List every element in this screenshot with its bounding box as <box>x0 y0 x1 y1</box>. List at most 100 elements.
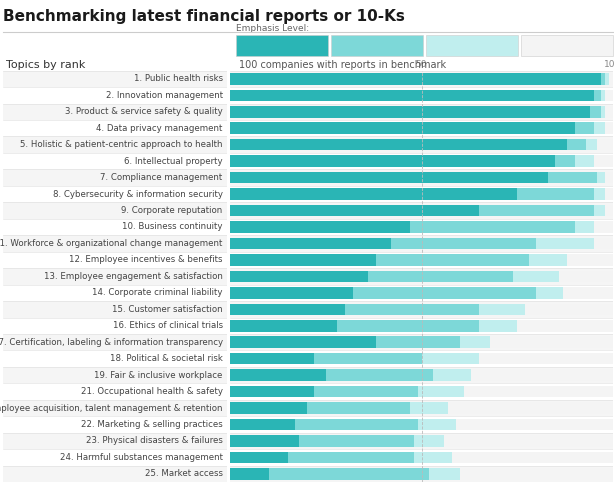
Bar <box>3 334 227 351</box>
Bar <box>230 139 567 150</box>
Bar <box>230 104 613 120</box>
Bar <box>230 90 594 101</box>
Bar <box>586 139 597 150</box>
Bar <box>230 221 410 233</box>
Bar <box>471 369 613 381</box>
Bar <box>230 449 613 466</box>
Bar <box>422 353 479 364</box>
Bar <box>345 303 479 315</box>
Bar <box>3 136 227 153</box>
Bar <box>230 235 613 252</box>
Text: 7. Compliance management: 7. Compliance management <box>101 173 223 182</box>
Bar <box>456 419 613 431</box>
Bar <box>230 334 613 351</box>
Bar <box>3 433 227 449</box>
Bar <box>479 353 613 364</box>
Bar <box>601 90 605 101</box>
Bar <box>3 351 227 367</box>
Bar <box>594 205 605 216</box>
Bar <box>3 202 227 219</box>
Bar <box>605 205 613 216</box>
Bar <box>605 122 613 134</box>
Text: 25. Market access: 25. Market access <box>145 469 223 478</box>
Bar <box>414 451 452 463</box>
Bar <box>230 268 613 284</box>
Text: LOW: LOW <box>462 41 482 50</box>
Bar <box>230 367 613 383</box>
Text: 1. Public health risks: 1. Public health risks <box>134 75 223 83</box>
Bar <box>230 284 613 301</box>
Bar <box>230 254 376 266</box>
Text: 5. Holistic & patient-centric approach to health: 5. Holistic & patient-centric approach t… <box>20 140 223 149</box>
Bar <box>230 301 613 318</box>
Text: MEDIUM: MEDIUM <box>360 41 395 50</box>
Bar <box>230 155 556 167</box>
Bar <box>3 284 227 301</box>
Text: 16. Ethics of clinical trials: 16. Ethics of clinical trials <box>112 321 223 330</box>
Text: 100 companies with reports in benchmark: 100 companies with reports in benchmark <box>239 60 446 71</box>
Bar <box>548 172 597 184</box>
Bar <box>594 238 613 249</box>
Bar <box>3 416 227 433</box>
Bar <box>230 419 295 431</box>
Bar <box>230 433 613 449</box>
Text: 24. Harmful substances management: 24. Harmful substances management <box>60 453 223 462</box>
Bar <box>230 451 287 463</box>
Bar <box>299 435 414 447</box>
Text: 14. Corporate criminal liability: 14. Corporate criminal liability <box>92 288 223 298</box>
Bar <box>575 155 594 167</box>
Bar <box>230 369 326 381</box>
Text: 2. Innovation management: 2. Innovation management <box>106 91 223 100</box>
Bar <box>517 320 613 332</box>
Text: 3. Product & service safety & quality: 3. Product & service safety & quality <box>65 107 223 116</box>
Bar <box>594 90 601 101</box>
Bar <box>376 337 460 348</box>
Bar <box>594 122 605 134</box>
Bar <box>230 351 613 367</box>
Bar <box>410 402 448 414</box>
Bar <box>3 186 227 202</box>
Bar <box>536 238 594 249</box>
Bar <box>3 153 227 169</box>
Bar <box>230 188 517 200</box>
Bar <box>230 287 352 299</box>
Bar <box>3 71 227 87</box>
Bar <box>491 337 613 348</box>
Bar <box>525 303 613 315</box>
Bar <box>230 238 391 249</box>
Text: Topics by rank: Topics by rank <box>6 60 85 71</box>
Bar <box>230 136 613 153</box>
Bar <box>597 139 613 150</box>
Bar <box>559 271 613 282</box>
Bar <box>594 188 605 200</box>
Text: 21. Occupational health & safety: 21. Occupational health & safety <box>80 387 223 396</box>
Bar <box>594 155 613 167</box>
Bar <box>230 87 613 104</box>
Bar <box>3 383 227 400</box>
Bar <box>230 106 590 117</box>
Bar <box>3 120 227 136</box>
Bar <box>314 353 422 364</box>
Bar <box>3 466 227 482</box>
Bar <box>230 402 307 414</box>
Text: 8. Cybersecurity & information security: 8. Cybersecurity & information security <box>53 189 223 199</box>
Text: 23. Physical disasters & failures: 23. Physical disasters & failures <box>86 436 223 446</box>
Bar <box>295 419 418 431</box>
Bar <box>230 71 613 87</box>
Bar <box>230 386 314 397</box>
Text: NOT MENTIONED: NOT MENTIONED <box>531 41 603 50</box>
Text: 13. Employee engagement & satisfaction: 13. Employee engagement & satisfaction <box>44 272 223 281</box>
Bar <box>230 435 299 447</box>
Text: HIGH: HIGH <box>270 41 294 50</box>
Bar <box>230 271 368 282</box>
Text: 21. Employee acquisition, talent management & retention: 21. Employee acquisition, talent managem… <box>0 404 223 412</box>
Bar <box>230 186 613 202</box>
Bar <box>230 169 613 186</box>
Bar <box>3 400 227 416</box>
Bar <box>460 337 491 348</box>
Bar <box>575 221 594 233</box>
Bar <box>230 400 613 416</box>
Bar <box>3 87 227 104</box>
Bar <box>230 172 548 184</box>
Bar <box>314 386 418 397</box>
